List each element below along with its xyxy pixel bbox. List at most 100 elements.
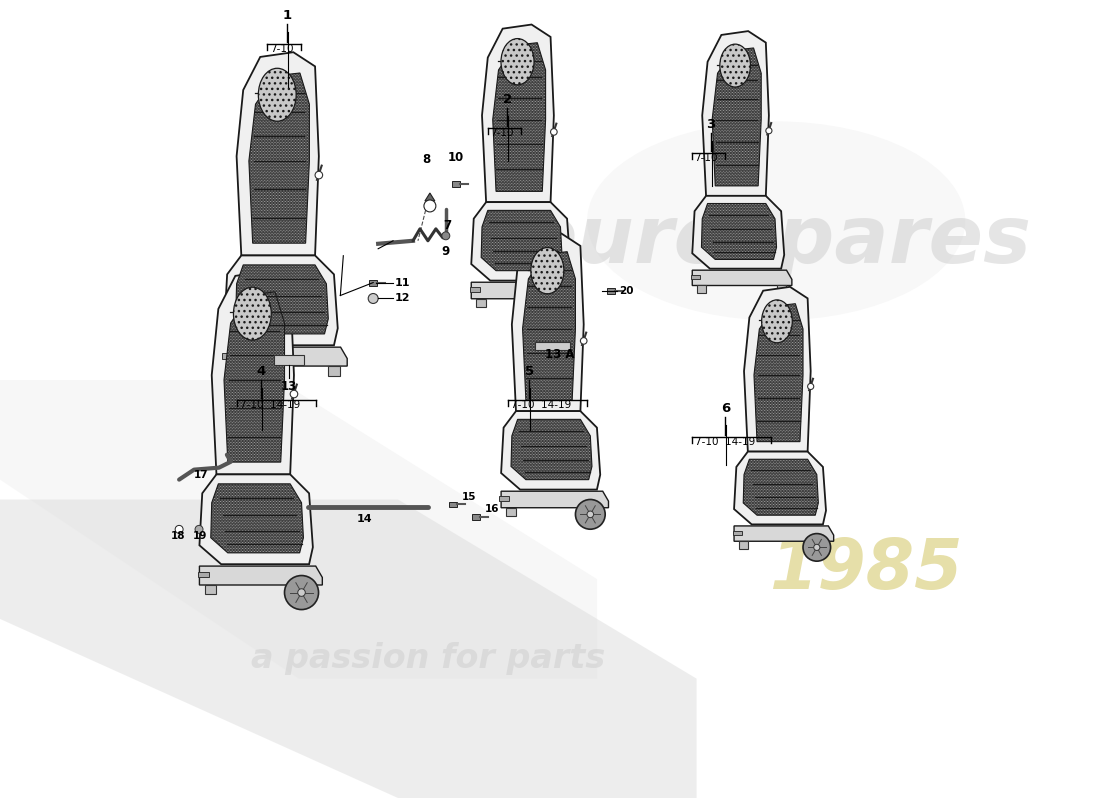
Ellipse shape: [500, 38, 534, 85]
Text: 7-10  14-19: 7-10 14-19: [510, 400, 571, 410]
FancyBboxPatch shape: [536, 342, 570, 350]
Polygon shape: [512, 234, 584, 411]
Ellipse shape: [233, 287, 272, 340]
Text: 9: 9: [442, 245, 450, 258]
FancyBboxPatch shape: [592, 508, 602, 516]
Text: a passion for parts: a passion for parts: [251, 642, 605, 675]
Ellipse shape: [258, 68, 296, 122]
Ellipse shape: [531, 247, 564, 294]
FancyBboxPatch shape: [328, 366, 340, 375]
Text: 10: 10: [448, 151, 464, 164]
Polygon shape: [199, 566, 322, 585]
Circle shape: [442, 232, 450, 240]
Circle shape: [803, 534, 830, 561]
FancyBboxPatch shape: [198, 572, 209, 578]
Text: 17: 17: [194, 470, 209, 480]
Text: 7-10: 7-10: [491, 128, 514, 138]
FancyBboxPatch shape: [205, 585, 217, 594]
Polygon shape: [211, 484, 304, 553]
Circle shape: [290, 390, 298, 398]
Circle shape: [575, 499, 605, 530]
Circle shape: [587, 511, 594, 518]
Text: 11: 11: [395, 278, 410, 287]
Polygon shape: [692, 196, 784, 269]
Text: 8: 8: [421, 153, 430, 166]
FancyBboxPatch shape: [506, 508, 516, 516]
Text: 7-10  14-19: 7-10 14-19: [694, 437, 755, 446]
FancyBboxPatch shape: [222, 353, 234, 358]
Polygon shape: [0, 380, 597, 678]
FancyBboxPatch shape: [607, 287, 615, 294]
Text: eurospares: eurospares: [521, 202, 1031, 280]
Polygon shape: [493, 42, 546, 191]
Circle shape: [424, 200, 436, 212]
Polygon shape: [734, 526, 834, 542]
FancyBboxPatch shape: [472, 514, 480, 521]
Polygon shape: [249, 73, 309, 243]
Text: 16: 16: [485, 505, 499, 514]
Text: 12: 12: [395, 294, 410, 303]
FancyBboxPatch shape: [733, 530, 741, 535]
FancyBboxPatch shape: [230, 366, 241, 375]
Polygon shape: [744, 459, 818, 515]
Circle shape: [298, 589, 306, 596]
Polygon shape: [734, 451, 826, 524]
Circle shape: [766, 128, 772, 134]
Text: 15: 15: [462, 491, 476, 502]
FancyBboxPatch shape: [697, 286, 706, 293]
Text: 7-10: 7-10: [694, 153, 718, 163]
Text: 3: 3: [706, 118, 716, 131]
Polygon shape: [236, 52, 319, 255]
FancyBboxPatch shape: [449, 502, 456, 507]
Ellipse shape: [587, 122, 966, 320]
Polygon shape: [512, 419, 592, 480]
Circle shape: [315, 171, 322, 179]
FancyBboxPatch shape: [476, 298, 486, 307]
Text: 1: 1: [283, 9, 292, 22]
Polygon shape: [702, 31, 769, 196]
Circle shape: [550, 129, 558, 135]
Polygon shape: [481, 210, 562, 270]
Ellipse shape: [761, 300, 792, 342]
Circle shape: [807, 383, 814, 390]
FancyBboxPatch shape: [738, 542, 748, 549]
FancyBboxPatch shape: [370, 279, 377, 286]
Polygon shape: [425, 193, 435, 201]
Circle shape: [581, 338, 587, 344]
Polygon shape: [235, 265, 328, 334]
Text: 4: 4: [256, 365, 266, 378]
Text: 5: 5: [526, 365, 535, 378]
Text: 18: 18: [172, 531, 186, 542]
Text: 2: 2: [503, 94, 512, 106]
Text: 20: 20: [619, 286, 634, 295]
Circle shape: [175, 526, 183, 534]
Text: 1985: 1985: [769, 536, 962, 602]
Polygon shape: [471, 202, 571, 281]
FancyBboxPatch shape: [777, 286, 785, 293]
Polygon shape: [224, 347, 348, 366]
Polygon shape: [702, 203, 777, 259]
Ellipse shape: [719, 44, 750, 87]
Polygon shape: [471, 282, 579, 298]
Polygon shape: [502, 411, 601, 490]
Polygon shape: [224, 292, 285, 462]
Text: 6: 6: [722, 402, 730, 415]
FancyBboxPatch shape: [818, 542, 827, 549]
Circle shape: [195, 526, 204, 534]
Polygon shape: [199, 474, 312, 564]
Polygon shape: [211, 271, 294, 474]
Polygon shape: [692, 270, 792, 286]
Text: 7: 7: [443, 219, 451, 232]
Circle shape: [285, 575, 319, 610]
Text: 13: 13: [280, 380, 297, 393]
Polygon shape: [224, 255, 338, 346]
Polygon shape: [754, 304, 803, 442]
Polygon shape: [0, 499, 696, 798]
Circle shape: [368, 294, 378, 303]
Text: 7-10: 7-10: [270, 44, 294, 54]
Text: 13 A: 13 A: [546, 348, 575, 362]
Text: 19: 19: [194, 531, 208, 542]
Polygon shape: [522, 252, 575, 400]
FancyBboxPatch shape: [691, 274, 700, 279]
Text: 14: 14: [356, 514, 372, 525]
